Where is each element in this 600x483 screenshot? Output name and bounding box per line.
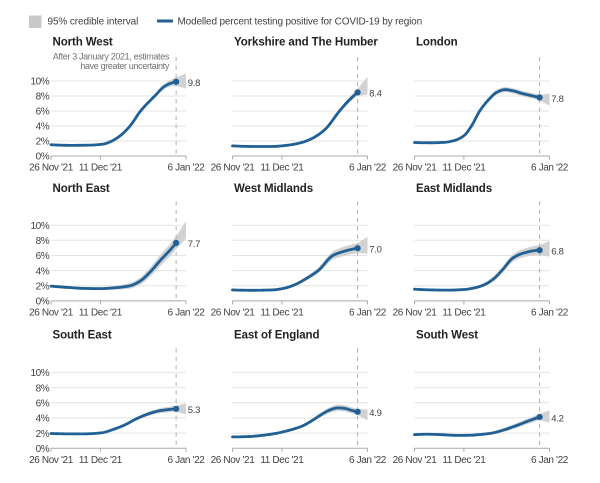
svg-text:10%: 10% xyxy=(30,221,49,232)
svg-text:London: London xyxy=(416,37,458,49)
svg-text:11 Dec '21: 11 Dec '21 xyxy=(442,455,486,466)
svg-text:2%: 2% xyxy=(36,137,50,148)
svg-text:11 Dec '21: 11 Dec '21 xyxy=(260,308,304,319)
svg-text:26 Nov '21: 26 Nov '21 xyxy=(211,455,256,466)
svg-text:6%: 6% xyxy=(36,251,50,262)
svg-text:7.8: 7.8 xyxy=(551,94,563,105)
svg-text:6 Jan '22: 6 Jan '22 xyxy=(531,455,569,466)
svg-text:8%: 8% xyxy=(36,92,50,103)
svg-text:7.7: 7.7 xyxy=(188,239,200,250)
svg-text:have greater uncertainty: have greater uncertainty xyxy=(80,61,170,71)
svg-text:26 Nov '21: 26 Nov '21 xyxy=(211,308,256,319)
svg-text:North West: North West xyxy=(53,37,113,49)
svg-text:5.3: 5.3 xyxy=(188,405,200,416)
svg-text:95% credible interval: 95% credible interval xyxy=(48,17,139,28)
svg-text:6.8: 6.8 xyxy=(551,247,563,258)
svg-text:4.2: 4.2 xyxy=(551,413,563,424)
svg-text:South East: South East xyxy=(53,329,112,341)
svg-text:2%: 2% xyxy=(36,282,50,293)
svg-text:11 Dec '21: 11 Dec '21 xyxy=(260,162,304,173)
svg-text:0%: 0% xyxy=(36,297,50,308)
svg-text:26 Nov '21: 26 Nov '21 xyxy=(211,162,256,173)
svg-text:10%: 10% xyxy=(30,368,49,379)
svg-text:East of England: East of England xyxy=(234,329,319,341)
svg-text:10%: 10% xyxy=(30,77,49,88)
svg-text:6 Jan '22: 6 Jan '22 xyxy=(531,162,569,173)
svg-text:26 Nov '21: 26 Nov '21 xyxy=(29,162,74,173)
svg-text:8%: 8% xyxy=(36,383,50,394)
svg-text:4.9: 4.9 xyxy=(369,408,381,419)
svg-text:Yorkshire and The Humber: Yorkshire and The Humber xyxy=(234,37,378,49)
svg-text:7.0: 7.0 xyxy=(369,245,381,256)
svg-text:26 Nov '21: 26 Nov '21 xyxy=(29,455,74,466)
svg-text:6 Jan '22: 6 Jan '22 xyxy=(349,455,387,466)
svg-text:North East: North East xyxy=(53,183,110,195)
svg-text:26 Nov '21: 26 Nov '21 xyxy=(393,455,438,466)
svg-text:6 Jan '22: 6 Jan '22 xyxy=(168,455,206,466)
svg-text:26 Nov '21: 26 Nov '21 xyxy=(393,308,438,319)
svg-text:West Midlands: West Midlands xyxy=(234,183,313,195)
svg-text:26 Nov '21: 26 Nov '21 xyxy=(393,162,438,173)
svg-text:11 Dec '21: 11 Dec '21 xyxy=(79,455,123,466)
svg-text:8%: 8% xyxy=(36,236,50,247)
svg-text:6 Jan '22: 6 Jan '22 xyxy=(349,162,387,173)
svg-text:East Midlands: East Midlands xyxy=(416,183,492,195)
svg-text:6 Jan '22: 6 Jan '22 xyxy=(168,308,206,319)
svg-text:0%: 0% xyxy=(36,444,50,455)
svg-text:6 Jan '22: 6 Jan '22 xyxy=(531,308,569,319)
svg-text:11 Dec '21: 11 Dec '21 xyxy=(79,308,123,319)
svg-text:26 Nov '21: 26 Nov '21 xyxy=(29,308,74,319)
svg-text:11 Dec '21: 11 Dec '21 xyxy=(442,308,486,319)
svg-text:6%: 6% xyxy=(36,107,50,118)
svg-text:6%: 6% xyxy=(36,399,50,410)
svg-text:4%: 4% xyxy=(36,122,50,133)
svg-text:0%: 0% xyxy=(36,152,50,163)
svg-text:4%: 4% xyxy=(36,414,50,425)
svg-text:8.4: 8.4 xyxy=(369,89,381,100)
svg-text:After 3 January 2021, estimate: After 3 January 2021, estimates xyxy=(53,52,170,62)
svg-text:11 Dec '21: 11 Dec '21 xyxy=(79,162,123,173)
svg-text:11 Dec '21: 11 Dec '21 xyxy=(260,455,304,466)
svg-text:Modelled percent testing posit: Modelled percent testing positive for CO… xyxy=(178,17,423,28)
svg-text:2%: 2% xyxy=(36,429,50,440)
svg-text:9.8: 9.8 xyxy=(188,78,200,89)
svg-text:South West: South West xyxy=(416,329,478,341)
svg-text:11 Dec '21: 11 Dec '21 xyxy=(442,162,486,173)
svg-text:6 Jan '22: 6 Jan '22 xyxy=(168,162,206,173)
svg-text:4%: 4% xyxy=(36,266,50,277)
svg-text:6 Jan '22: 6 Jan '22 xyxy=(349,308,387,319)
